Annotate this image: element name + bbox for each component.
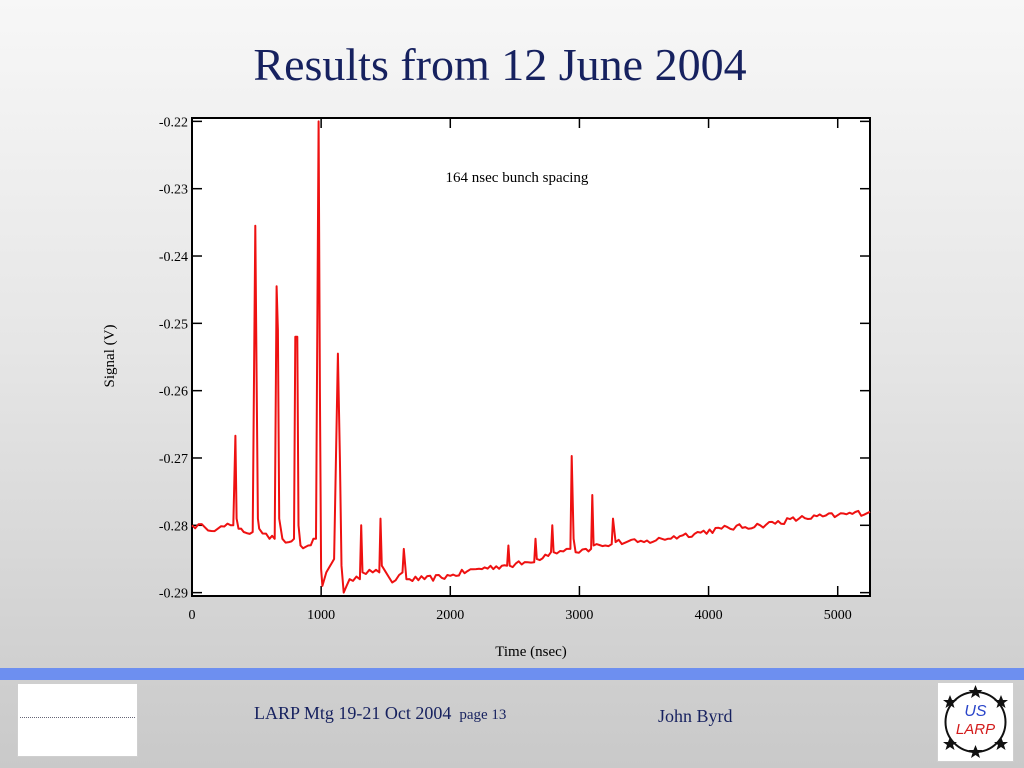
- x-tick-label: 1000: [307, 608, 335, 623]
- axis-ticks: [191, 118, 870, 596]
- x-tick-label: 4000: [695, 608, 723, 623]
- signal-chart: -0.22 -0.23 -0.24 -0.25 -0.26 -0.27 -0.28 -0.29…: [102, 115, 871, 660]
- logo-text-larp: LARP: [956, 721, 995, 738]
- y-tick-label: -0.25: [159, 317, 188, 332]
- x-tick-label: 3000: [565, 608, 593, 623]
- logo-text-us: US: [964, 703, 987, 720]
- us-larp-logo: US LARP: [937, 682, 1014, 762]
- y-tick-label: -0.22: [159, 115, 188, 130]
- y-tick-labels: -0.22 -0.23 -0.24 -0.25 -0.26 -0.27 -0.28 -0.29: [159, 115, 188, 601]
- footer-author: John Byrd: [658, 706, 733, 726]
- y-tick-label: -0.27: [159, 452, 188, 467]
- footer-meeting: LARP Mtg 19-21 Oct 2004 page 13: [254, 703, 506, 724]
- meeting-text: LARP Mtg 19-21 Oct 2004: [254, 703, 452, 723]
- y-tick-label: -0.23: [159, 183, 188, 198]
- x-tick-labels: 0 1000 2000 3000 4000 5000: [189, 608, 852, 623]
- y-axis-label: Signal (V): [102, 325, 118, 388]
- signal-trace: [191, 120, 871, 594]
- bunch-spacing-annotation: 164 nsec bunch spacing: [446, 170, 589, 186]
- y-tick-label: -0.28: [159, 519, 188, 534]
- annotation-background: [434, 166, 600, 186]
- x-tick-label: 2000: [436, 608, 464, 623]
- x-tick-label: 5000: [824, 608, 852, 623]
- footer-bar: [0, 668, 1024, 680]
- y-tick-label: -0.29: [159, 587, 188, 602]
- x-axis-label: Time (nsec): [495, 644, 567, 660]
- footer-thumbnail: [17, 683, 138, 757]
- slide-title: Results from 12 June 2004: [253, 39, 747, 90]
- page-number: page 13: [459, 707, 507, 723]
- x-tick-label: 0: [189, 608, 196, 623]
- y-tick-label: -0.26: [159, 385, 188, 400]
- y-tick-label: -0.24: [159, 250, 188, 265]
- plot-frame: [191, 117, 871, 597]
